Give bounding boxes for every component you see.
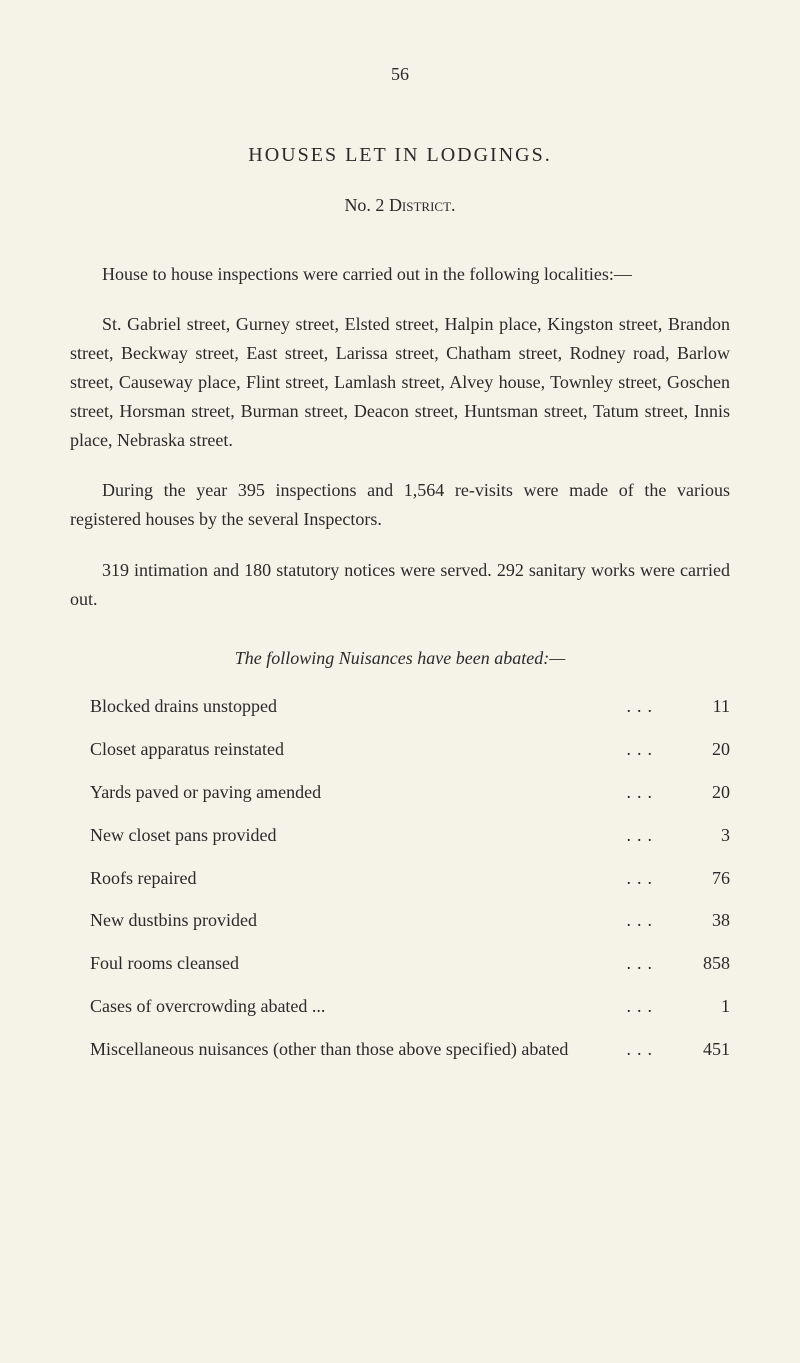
paragraph-localities: St. Gabriel street, Gurney street, Elste… [70, 310, 730, 454]
dots-spacer: ... [615, 692, 671, 721]
table-title: The following Nuisances have been abated… [70, 644, 730, 673]
table-row: Blocked drains unstopped ... 11 [90, 692, 750, 721]
dots-spacer: ... [615, 735, 671, 764]
nuisance-value: 858 [670, 949, 750, 978]
nuisance-label: New closet pans provided [90, 821, 615, 850]
subtitle-prefix: No. 2 [344, 195, 389, 215]
nuisance-value: 451 [670, 1035, 750, 1064]
nuisance-value: 20 [670, 735, 750, 764]
nuisance-label: Yards paved or paving amended [90, 778, 615, 807]
table-row: Cases of overcrowding abated ... ... 1 [90, 992, 750, 1021]
table-row: Foul rooms cleansed ... 858 [90, 949, 750, 978]
nuisance-value: 76 [670, 864, 750, 893]
nuisance-label: Foul rooms cleansed [90, 949, 615, 978]
table-row: Miscellaneous nuisances (other than thos… [90, 1035, 750, 1064]
nuisance-label: Miscellaneous nuisances (other than thos… [90, 1035, 615, 1064]
nuisance-label: Closet apparatus reinstated [90, 735, 615, 764]
table-row: Roofs repaired ... 76 [90, 864, 750, 893]
section-title: HOUSES LET IN LODGINGS. [70, 139, 730, 171]
dots-spacer: ... [615, 906, 671, 935]
nuisance-label: Cases of overcrowding abated ... [90, 992, 615, 1021]
table-row: New closet pans provided ... 3 [90, 821, 750, 850]
nuisance-value: 20 [670, 778, 750, 807]
dots-spacer: ... [615, 949, 671, 978]
nuisance-value: 11 [670, 692, 750, 721]
paragraph-notices: 319 intimation and 180 statutory notices… [70, 556, 730, 614]
subtitle: No. 2 District. [70, 191, 730, 220]
table-row: Closet apparatus reinstated ... 20 [90, 735, 750, 764]
dots-spacer: ... [615, 1035, 671, 1064]
nuisance-table: Blocked drains unstopped ... 11 Closet a… [90, 692, 750, 1063]
paragraph-intro: House to house inspections were carried … [70, 260, 730, 289]
nuisance-value: 38 [670, 906, 750, 935]
nuisance-value: 1 [670, 992, 750, 1021]
dots-spacer: ... [615, 992, 671, 1021]
nuisance-label: Roofs repaired [90, 864, 615, 893]
nuisance-value: 3 [670, 821, 750, 850]
page-number: 56 [70, 60, 730, 89]
paragraph-inspections: During the year 395 inspections and 1,56… [70, 476, 730, 534]
nuisance-label: New dustbins provided [90, 906, 615, 935]
dots-spacer: ... [615, 821, 671, 850]
nuisance-label: Blocked drains unstopped [90, 692, 615, 721]
dots-spacer: ... [615, 864, 671, 893]
table-row: Yards paved or paving amended ... 20 [90, 778, 750, 807]
dots-spacer: ... [615, 778, 671, 807]
subtitle-district: District. [389, 195, 456, 215]
table-row: New dustbins provided ... 38 [90, 906, 750, 935]
